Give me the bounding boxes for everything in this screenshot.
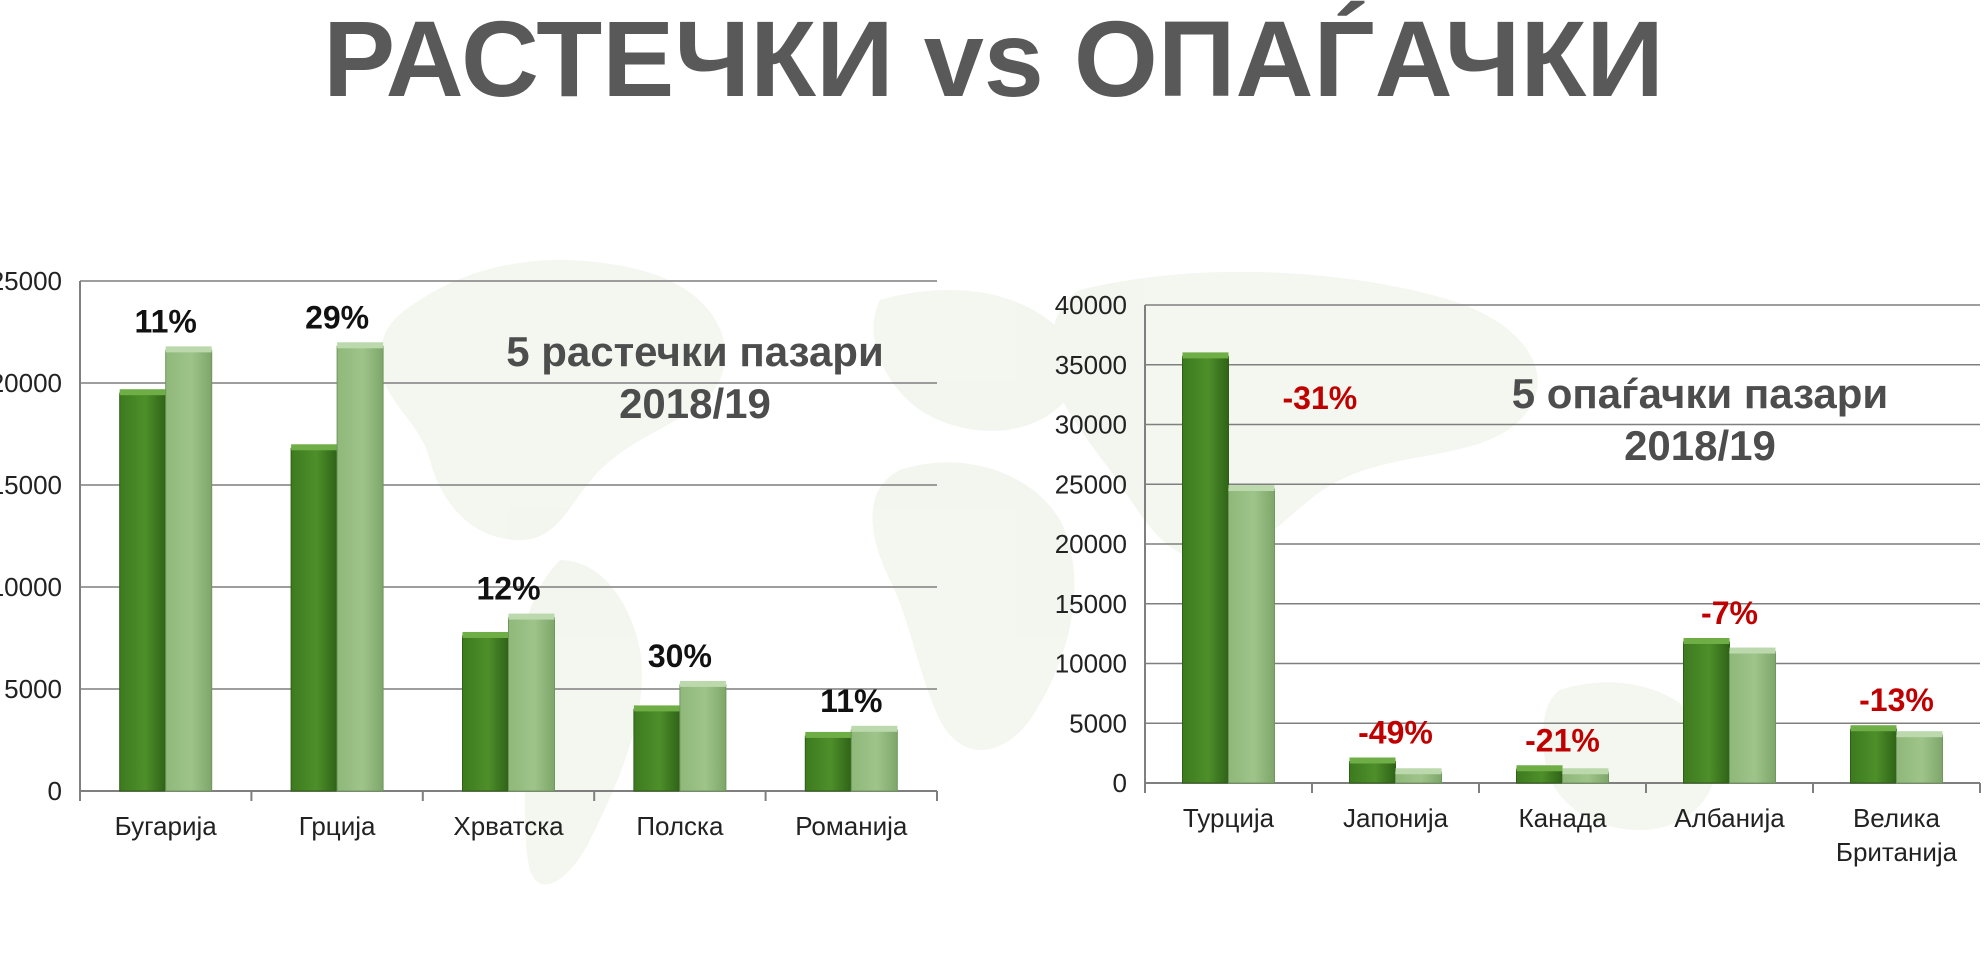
- bar-2019: [508, 617, 555, 792]
- data-label: -31%: [1283, 380, 1358, 416]
- bar-2019-top: [1562, 768, 1609, 775]
- x-tick-label: Велика: [1853, 803, 1941, 833]
- bar-2019-top: [165, 346, 212, 353]
- bar-2018-top: [1182, 352, 1229, 359]
- y-tick-label: 5000: [4, 674, 62, 704]
- bar-2019: [1729, 651, 1776, 784]
- data-label: -13%: [1859, 682, 1934, 718]
- bar-2018-top: [633, 705, 680, 712]
- chart-annotation: 2018/19: [619, 380, 771, 427]
- bar-2018-top: [119, 389, 166, 396]
- chart-annotation: 5 растечки пазари: [506, 328, 884, 375]
- chart-annotation: 2018/19: [1624, 422, 1776, 469]
- x-tick-label: Британија: [1836, 837, 1958, 867]
- bar-2018: [462, 635, 509, 792]
- bar-2018: [804, 735, 852, 792]
- data-label: 29%: [305, 299, 369, 335]
- data-label: 11%: [820, 683, 882, 719]
- y-tick-label: 25000: [0, 266, 62, 296]
- x-tick-label: Бугарија: [115, 811, 218, 841]
- bar-2019: [679, 684, 727, 792]
- bar-2019-top: [1395, 768, 1442, 775]
- bar-2019-top: [679, 680, 726, 687]
- bar-2019: [1228, 488, 1275, 784]
- bar-2018-top: [1349, 757, 1396, 764]
- bar-2019: [850, 729, 898, 792]
- x-tick-label: Канада: [1518, 803, 1607, 833]
- bar-2018: [1182, 355, 1229, 784]
- x-tick-label: Грција: [299, 811, 376, 841]
- y-tick-label: 20000: [0, 368, 62, 398]
- bar-2018: [1349, 760, 1396, 784]
- bar-2019-top: [508, 613, 555, 620]
- bar-2018-top: [1850, 725, 1897, 732]
- bar-2019: [165, 349, 213, 792]
- y-tick-label: 10000: [1055, 649, 1127, 679]
- y-tick-label: 15000: [1055, 589, 1127, 619]
- y-tick-label: 30000: [1055, 410, 1127, 440]
- bar-2018-top: [1683, 637, 1730, 644]
- data-label: 12%: [476, 571, 540, 607]
- page-title: РАСТЕЧКИ vs ОПАЃАЧКИ: [323, 0, 1664, 119]
- data-label: 11%: [135, 303, 197, 339]
- bar-2019-top: [1729, 647, 1776, 654]
- x-tick-label: Албанија: [1674, 803, 1785, 833]
- x-tick-label: Хрватска: [453, 811, 564, 841]
- bar-2018-top: [462, 631, 509, 638]
- y-tick-label: 5000: [1069, 708, 1127, 738]
- y-tick-label: 10000: [0, 572, 62, 602]
- bar-2018: [1683, 641, 1730, 784]
- y-tick-label: 15000: [0, 470, 62, 500]
- data-label: -49%: [1358, 714, 1433, 750]
- bar-2018: [1850, 728, 1897, 784]
- y-tick-label: 20000: [1055, 529, 1127, 559]
- bar-2018-top: [291, 444, 338, 451]
- bar-2018: [633, 708, 681, 792]
- bar-2019-top: [851, 725, 898, 732]
- y-tick-label: 35000: [1055, 350, 1127, 380]
- y-tick-label: 0: [1113, 768, 1127, 798]
- bar-2019: [1896, 734, 1943, 784]
- y-tick-label: 40000: [1055, 290, 1127, 320]
- data-label: 30%: [648, 638, 712, 674]
- y-tick-label: 0: [48, 776, 62, 806]
- y-tick-label: 25000: [1055, 469, 1127, 499]
- x-tick-label: Полска: [636, 811, 724, 841]
- data-label: -21%: [1525, 722, 1600, 758]
- x-tick-label: Турција: [1183, 803, 1275, 833]
- chart-annotation: 5 опаѓачки пазари: [1512, 370, 1889, 417]
- bar-2018-top: [805, 731, 852, 738]
- x-tick-label: Романија: [795, 811, 908, 841]
- x-tick-label: Јапонија: [1343, 803, 1449, 833]
- bar-2019-top: [1228, 485, 1275, 492]
- bar-2019-top: [1896, 731, 1943, 738]
- bar-2018-top: [1516, 765, 1563, 772]
- bar-2019-top: [337, 342, 384, 349]
- data-label: -7%: [1701, 595, 1758, 631]
- bar-2018: [1516, 768, 1563, 784]
- bar-2019: [336, 345, 384, 792]
